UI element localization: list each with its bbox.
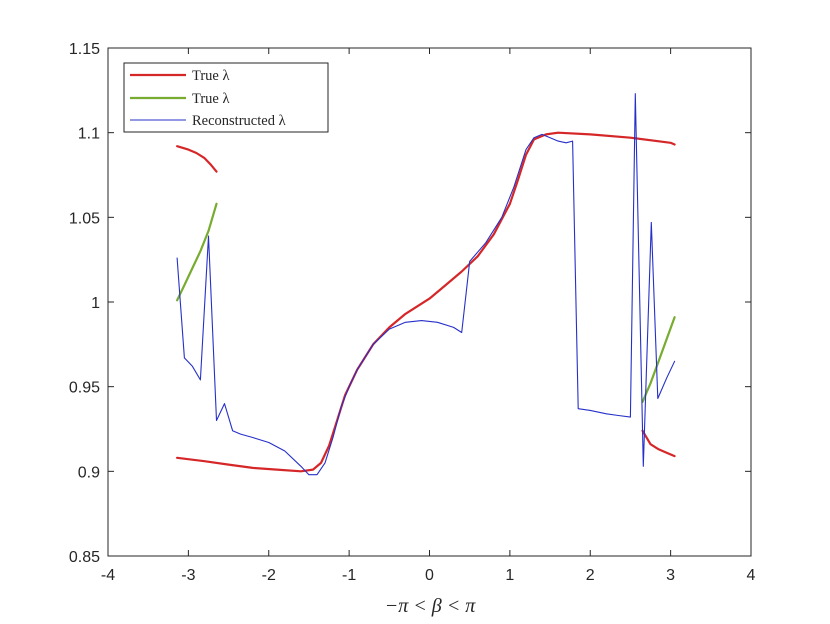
series-line-0-segment-1 <box>176 131 676 473</box>
y-tick-label: 1.15 <box>69 41 100 58</box>
plot-area: -4 -3 -2 -1 0 1 2 3 4 0.85 0.9 0.95 1 1.05 1.1 1.15 <box>69 41 756 584</box>
y-tick-label: 1.1 <box>78 126 100 143</box>
x-tick-label: -1 <box>342 567 356 584</box>
x-tick-label: -3 <box>181 567 195 584</box>
x-tick-label: 1 <box>505 567 514 584</box>
legend: True λ True λ Reconstructed λ <box>123 62 329 133</box>
axis-ticks: -4 -3 -2 -1 0 1 2 3 4 0.85 0.9 0.95 1 1.05 1.1 1.15 <box>69 41 756 584</box>
axes-box <box>107 47 752 557</box>
x-tick-label: 3 <box>666 567 675 584</box>
y-tick-label: 1.05 <box>69 210 100 227</box>
y-tick-label: 1 <box>91 295 100 312</box>
x-tick-label: -4 <box>101 567 115 584</box>
legend-entry: True λ <box>192 91 230 107</box>
x-tick-label: 4 <box>747 567 756 584</box>
x-tick-label: 2 <box>586 567 595 584</box>
legend-entry: True λ <box>192 68 230 84</box>
series-layer <box>176 93 676 476</box>
series-line-1-segment-0 <box>176 202 218 302</box>
y-tick-label: 0.9 <box>78 464 100 481</box>
series-line-0-segment-2 <box>641 429 676 458</box>
legend-entry: Reconstructed λ <box>192 113 286 129</box>
x-tick-label: 0 <box>425 567 434 584</box>
x-tick-label: -2 <box>262 567 276 584</box>
y-tick-label: 0.95 <box>69 380 100 397</box>
series-line-0-segment-0 <box>176 145 218 173</box>
y-tick-label: 0.85 <box>69 549 100 566</box>
series-line-1-segment-1 <box>641 316 676 403</box>
x-axis-label: −π < β < π <box>385 595 476 617</box>
series-line-2-segment-0 <box>176 93 676 476</box>
